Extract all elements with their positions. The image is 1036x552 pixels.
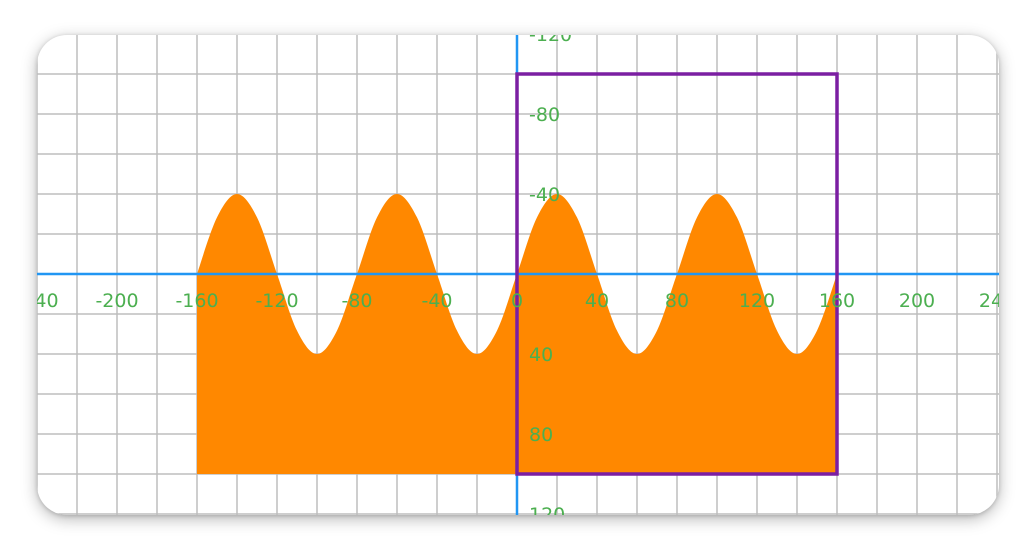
x-tick-label: 120 [739, 290, 775, 312]
y-tick-label: -120 [529, 35, 572, 46]
x-tick-label: 240 [979, 290, 999, 312]
x-tick-label: 200 [899, 290, 935, 312]
x-tick-label: 160 [819, 290, 855, 312]
y-tick-label: -80 [529, 104, 560, 126]
x-tick-label: -120 [255, 290, 298, 312]
x-tick-label: -160 [175, 290, 218, 312]
x-tick-label: -80 [341, 290, 372, 312]
x-tick-label: 40 [585, 290, 609, 312]
x-tick-label: -240 [37, 290, 59, 312]
tick-labels: -240 -200 -160 -120 -80 -40 0 40 80 120 160 200 240 -… [37, 35, 999, 515]
y-tick-label: 120 [529, 504, 565, 515]
y-tick-label: -40 [529, 184, 560, 206]
x-tick-label: -200 [95, 290, 138, 312]
highlight-rectangle [515, 72, 839, 476]
highlight-rectangle-group [515, 72, 839, 476]
chart-card: -240 -200 -160 -120 -80 -40 0 40 80 120 160 200 240 -… [37, 35, 999, 515]
y-tick-label: 80 [529, 424, 553, 446]
x-tick-label: 80 [665, 290, 689, 312]
x-tick-label: -40 [421, 290, 452, 312]
y-tick-label: 40 [529, 344, 553, 366]
x-tick-label: 0 [511, 290, 523, 312]
coordinate-plot: -240 -200 -160 -120 -80 -40 0 40 80 120 160 200 240 -… [37, 35, 999, 515]
